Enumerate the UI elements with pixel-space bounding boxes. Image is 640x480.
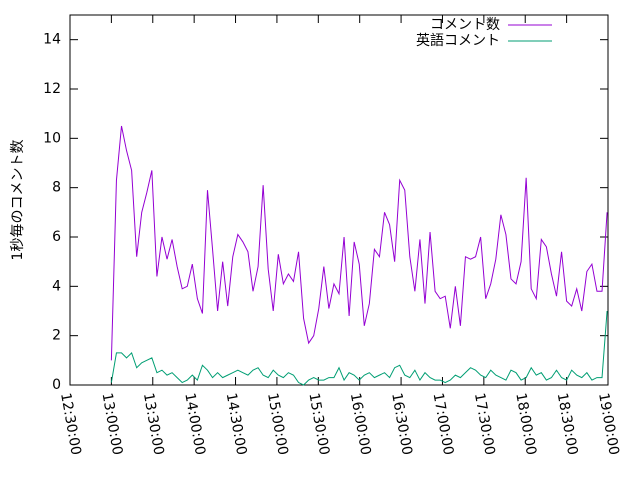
x-tick-label: 12:30:00	[57, 392, 84, 457]
y-tick-label: 6	[52, 229, 61, 245]
x-tick-label: 18:00:00	[512, 392, 539, 457]
x-tick-label: 16:30:00	[388, 392, 415, 457]
x-tick-label: 15:30:00	[305, 392, 332, 457]
y-tick-label: 10	[43, 130, 61, 146]
y-tick-label: 0	[52, 377, 61, 393]
data-line	[110, 125, 608, 361]
y-tick-label: 12	[43, 81, 61, 97]
y-axis-label: 1秒毎のコメント数	[10, 140, 26, 261]
legend-label: コメント数	[430, 17, 500, 33]
x-tick-label: 13:30:00	[140, 392, 167, 457]
legend-label: 英語コメント	[416, 32, 500, 49]
plot-frame	[69, 14, 609, 386]
x-tick-label: 15:00:00	[264, 392, 291, 457]
y-tick-label: 2	[52, 328, 61, 344]
x-tick-label: 14:00:00	[181, 392, 208, 457]
x-tick-label: 18:30:00	[554, 392, 581, 457]
y-tick-label: 4	[52, 278, 61, 294]
x-tick-label: 16:00:00	[347, 392, 374, 457]
x-tick-label: 17:00:00	[430, 392, 457, 457]
x-tick-label: 14:30:00	[223, 392, 250, 457]
y-tick-label: 8	[52, 180, 61, 196]
x-tick-label: 13:00:00	[99, 392, 126, 457]
x-tick-label: 17:30:00	[471, 392, 498, 457]
y-tick-label: 14	[43, 32, 61, 48]
x-tick-label: 19:00:00	[595, 392, 622, 457]
data-line	[110, 310, 608, 386]
